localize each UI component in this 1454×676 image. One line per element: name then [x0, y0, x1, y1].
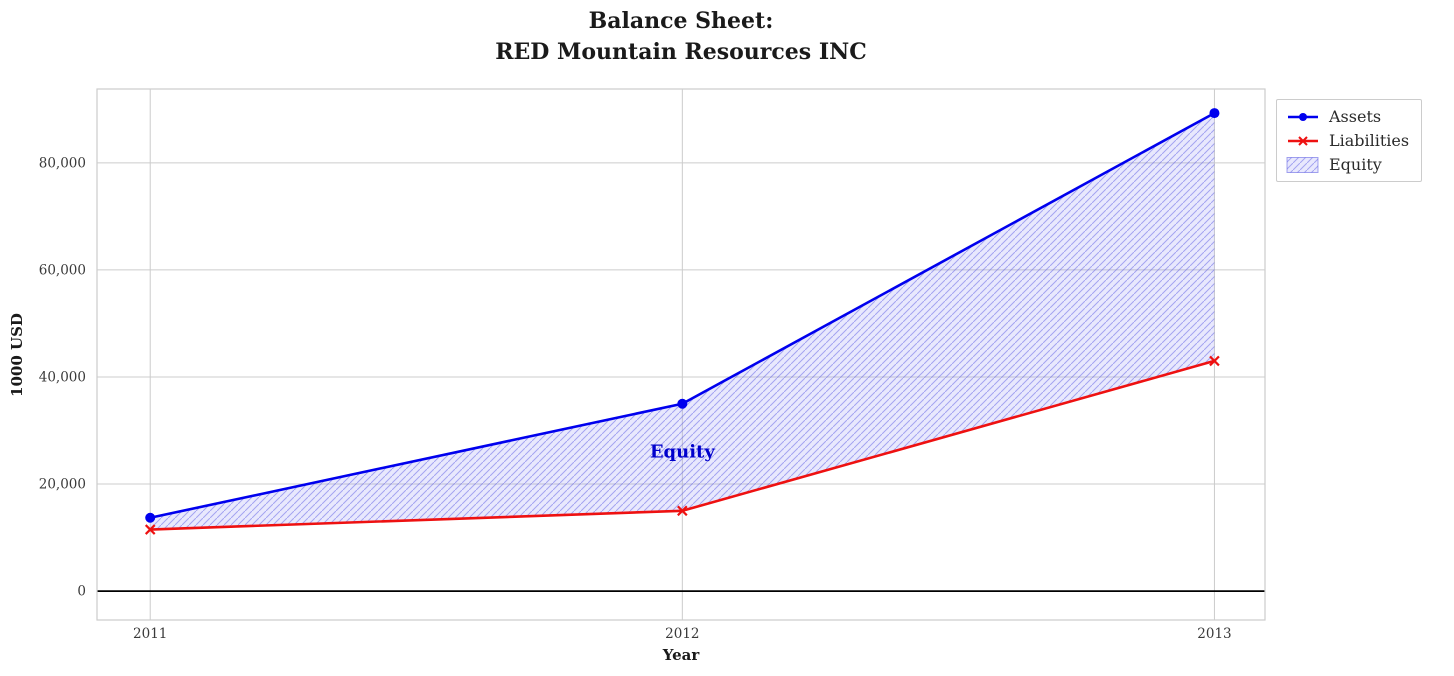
assets-line-icon — [1286, 108, 1320, 126]
svg-text:80,000: 80,000 — [39, 155, 86, 171]
svg-text:2011: 2011 — [133, 626, 167, 642]
svg-text:60,000: 60,000 — [39, 262, 86, 278]
svg-text:40,000: 40,000 — [39, 369, 86, 385]
liabilities-line-icon — [1286, 132, 1320, 150]
legend-item-equity: Equity — [1286, 155, 1409, 174]
legend: Assets Liabilities Equity — [1276, 99, 1423, 182]
legend-label-assets: Assets — [1329, 107, 1382, 126]
svg-text:2013: 2013 — [1197, 626, 1231, 642]
svg-text:0: 0 — [77, 584, 86, 600]
svg-text:2012: 2012 — [665, 626, 699, 642]
equity-hatch-icon — [1286, 156, 1320, 174]
legend-label-equity: Equity — [1329, 155, 1382, 174]
legend-label-liabilities: Liabilities — [1329, 131, 1410, 150]
svg-text:20,000: 20,000 — [39, 477, 86, 493]
chart-title: Balance Sheet: RED Mountain Resources IN… — [495, 8, 867, 66]
x-axis-label: Year — [662, 646, 700, 664]
legend-item-assets: Assets — [1286, 107, 1409, 126]
svg-text:Equity: Equity — [650, 441, 716, 462]
legend-item-liabilities: Liabilities — [1286, 131, 1409, 150]
